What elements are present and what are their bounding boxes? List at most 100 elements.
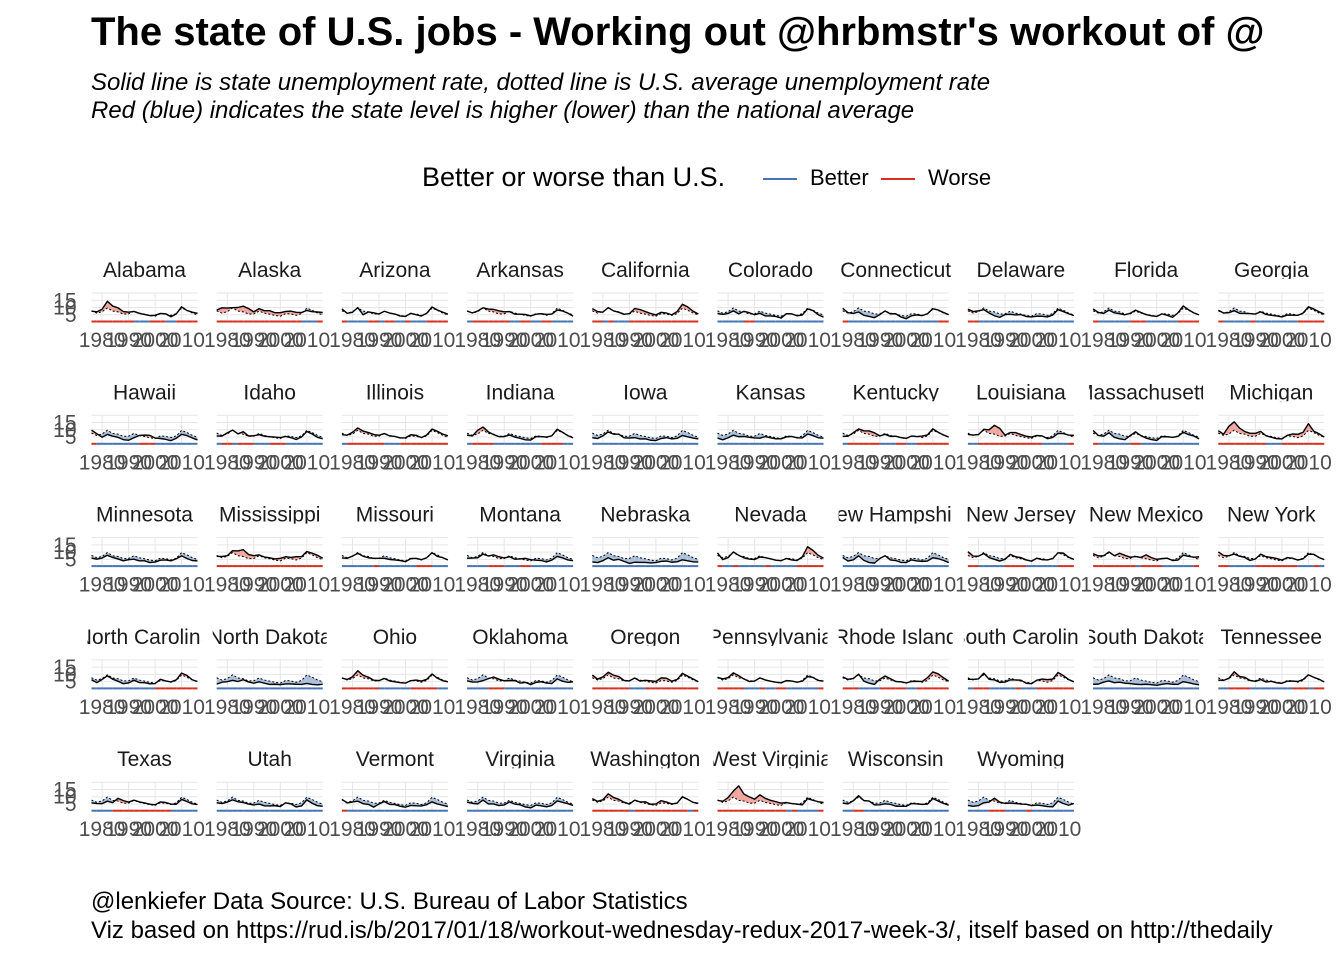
x-tick-label: 2000 (132, 329, 179, 352)
x-tick-label: 2000 (382, 696, 429, 719)
x-tick-label: 2000 (257, 818, 304, 841)
x-tick-label: 1990 (982, 451, 1029, 474)
us-average-line (842, 796, 949, 806)
legend-title: Better or worse than U.S. (422, 162, 726, 192)
x-tick-label: 1980 (1080, 451, 1127, 474)
state-line (216, 305, 323, 314)
gap-area (1098, 678, 1104, 685)
us-average-line (341, 674, 449, 684)
gap-area (858, 307, 864, 316)
state-line (1093, 680, 1200, 686)
x-tick-label: 1990 (606, 574, 653, 597)
gap-area (301, 674, 307, 685)
x-tick-label: 1980 (329, 451, 376, 474)
chart-subtitle-line-2: Red (blue) indicates the state level is … (91, 97, 915, 124)
x-tick-label: 2010 (1035, 574, 1082, 597)
x-tick-label: 1990 (481, 451, 528, 474)
x-tick-label: 1980 (830, 329, 877, 352)
facet-label: New York (1227, 504, 1316, 527)
y-tick-label: 10 (53, 541, 76, 564)
state-line (967, 551, 1075, 562)
y-tick-label: 15 (53, 534, 76, 557)
gap-area (629, 555, 635, 564)
x-tick-label: 2000 (758, 574, 805, 597)
x-tick-label: 1980 (830, 696, 877, 719)
legend-label-worse: Worse (928, 165, 992, 190)
x-tick-label: 2000 (132, 574, 179, 597)
x-tick-label: 1990 (1107, 451, 1154, 474)
caption-credit: Viz based on https://rud.is/b/2017/01/18… (91, 917, 1273, 944)
state-line (216, 679, 323, 686)
gap-area (181, 552, 187, 559)
x-tick-label: 1980 (955, 574, 1002, 597)
gap-area (728, 430, 734, 438)
x-tick-label: 1990 (856, 696, 903, 719)
gap-area (869, 430, 875, 437)
state-line (91, 429, 198, 442)
x-tick-label: 2010 (659, 696, 706, 719)
facet-label: Indiana (486, 381, 555, 404)
gap-area (733, 785, 739, 801)
facet-label: Vermont (356, 748, 434, 771)
x-tick-label: 2000 (507, 329, 554, 352)
x-tick-label: 1990 (356, 574, 403, 597)
facet-label: Illinois (366, 381, 424, 404)
state-line (91, 554, 198, 564)
x-tick-label: 1990 (1232, 451, 1279, 474)
x-tick-label: 2000 (1133, 696, 1180, 719)
chart-subtitle-line-1: Solid line is state unemployment rate, d… (91, 69, 991, 96)
state-line (591, 793, 699, 805)
x-tick-label: 1980 (1206, 451, 1253, 474)
us-average-line (466, 796, 574, 806)
x-tick-label: 1990 (230, 329, 277, 352)
x-tick-label: 1980 (705, 696, 752, 719)
x-tick-label: 1990 (982, 574, 1029, 597)
gap-area (557, 674, 563, 682)
gap-area (693, 557, 699, 563)
gap-area (232, 674, 238, 682)
gap-area (1114, 678, 1120, 683)
facet-label: Kentucky (853, 381, 940, 404)
state-line (591, 671, 699, 683)
gap-area (973, 800, 979, 807)
x-tick-label: 2000 (633, 451, 680, 474)
facet-label: Idaho (243, 381, 296, 404)
x-tick-label: 2010 (659, 818, 706, 841)
state-line (717, 785, 824, 806)
y-tick-label: 15 (53, 289, 76, 312)
state-line (466, 676, 574, 686)
y-tick-label: 5 (65, 548, 77, 571)
x-tick-label: 2000 (1259, 574, 1306, 597)
x-tick-label: 2010 (784, 574, 831, 597)
x-tick-label: 2000 (633, 696, 680, 719)
us-average-line (341, 551, 449, 562)
x-tick-label: 1980 (454, 329, 501, 352)
x-tick-label: 2010 (1160, 451, 1207, 474)
x-tick-label: 2000 (633, 329, 680, 352)
x-tick-label: 2010 (659, 574, 706, 597)
x-tick-label: 2000 (257, 574, 304, 597)
x-tick-label: 1990 (982, 329, 1029, 352)
facet-label: New Mexico (1089, 504, 1203, 527)
x-tick-label: 1980 (955, 818, 1002, 841)
x-tick-label: 1990 (856, 329, 903, 352)
x-tick-label: 1990 (230, 818, 277, 841)
gap-area (682, 304, 688, 311)
x-tick-label: 1990 (856, 451, 903, 474)
legend-label-better: Better (810, 165, 869, 190)
x-tick-label: 1980 (830, 818, 877, 841)
gap-area (128, 433, 134, 441)
